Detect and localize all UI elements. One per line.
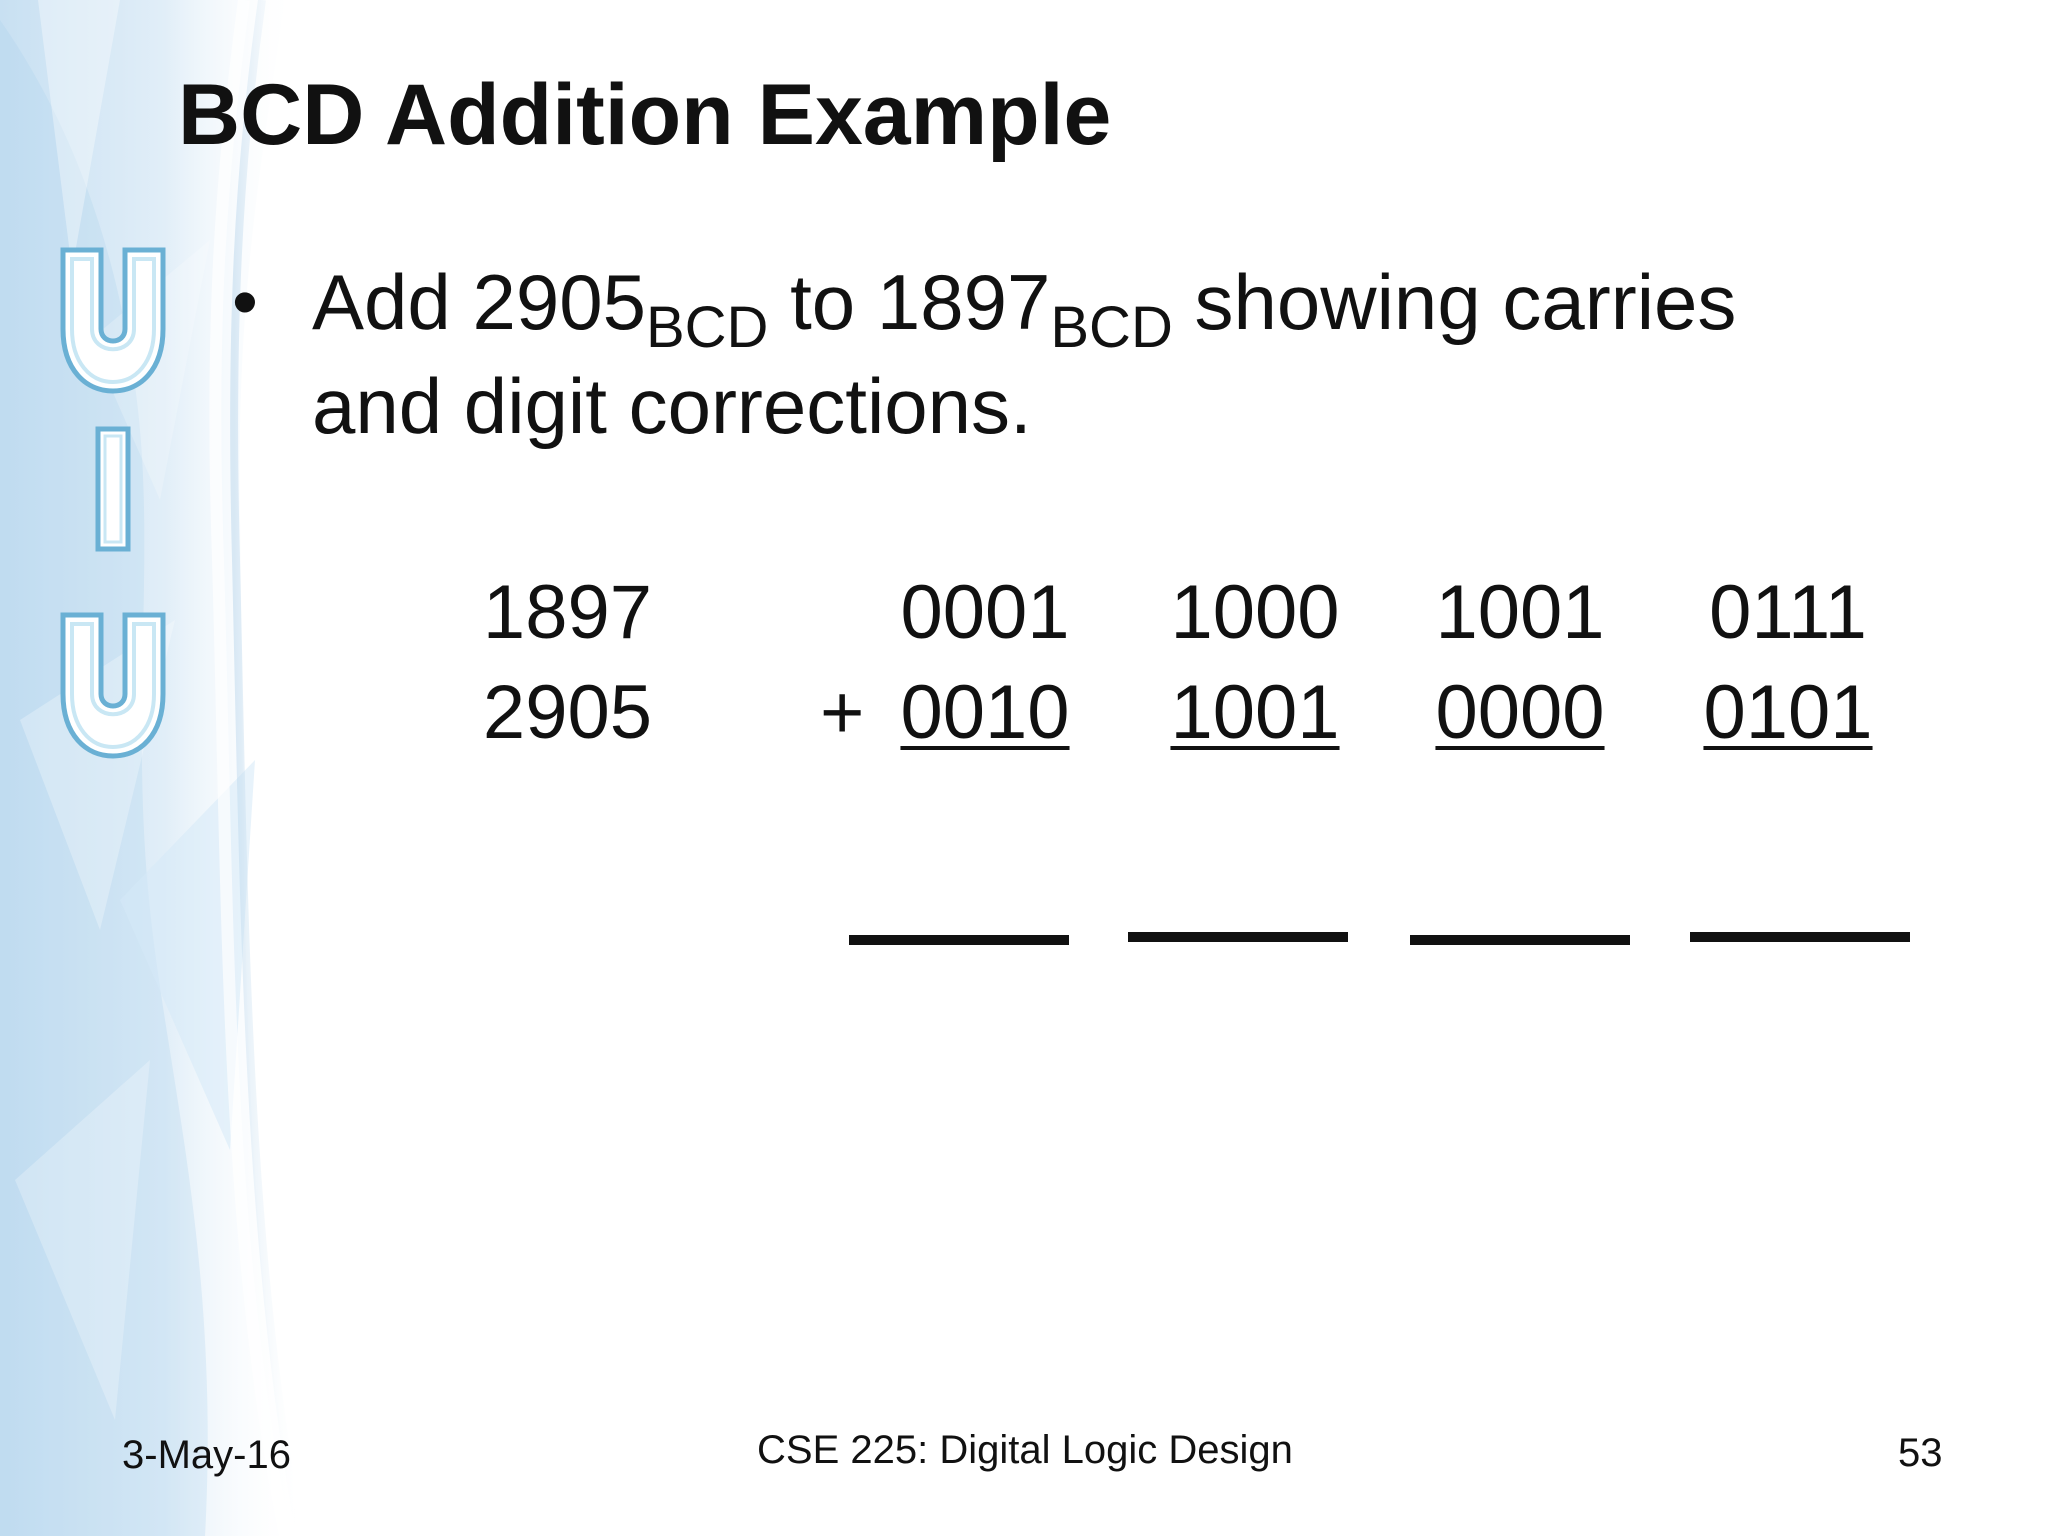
slide-title: BCD Addition Example — [178, 67, 1112, 163]
bcd-subscript-two: BCD — [1050, 295, 1173, 360]
university-logo-icon — [60, 247, 166, 759]
bottom-nibble-1: 0010 — [900, 670, 1070, 755]
top-nibble-3: 1001 — [1435, 570, 1605, 655]
footer-course: CSE 225: Digital Logic Design — [757, 1428, 1293, 1472]
answer-blank-4 — [1690, 932, 1910, 942]
answer-blank-3 — [1410, 935, 1630, 945]
instruction-prefix: Add 2905 — [312, 258, 646, 346]
top-nibble-2: 1000 — [1170, 570, 1340, 655]
top-nibble-1: 0001 — [900, 570, 1070, 655]
instruction-line-two: and digit corrections. — [312, 362, 1032, 450]
decimal-top-number: 1897 — [482, 570, 652, 655]
instruction-line-one: Add 2905BCD to 1897BCD showing carries — [312, 250, 1736, 362]
bottom-nibble-3: 0000 — [1435, 670, 1605, 755]
top-nibble-4: 0111 — [1709, 570, 1867, 655]
plus-sign: + — [820, 670, 865, 755]
decimal-bottom-number: 2905 — [482, 670, 652, 755]
answer-blank-2 — [1128, 932, 1348, 942]
bottom-nibble-2: 1001 — [1170, 670, 1340, 755]
decorative-side-panel — [0, 0, 300, 1536]
bullet-icon: • — [232, 260, 258, 343]
bottom-nibble-4: 0101 — [1703, 670, 1873, 755]
slide-page-number: 53 — [1898, 1431, 1943, 1475]
bcd-subscript-one: BCD — [645, 295, 769, 360]
footer-date: 3-May-16 — [122, 1433, 291, 1477]
instruction-middle: to 1897 — [768, 258, 1051, 346]
instruction-suffix: showing carries — [1172, 258, 1737, 346]
answer-blank-1 — [849, 935, 1069, 945]
